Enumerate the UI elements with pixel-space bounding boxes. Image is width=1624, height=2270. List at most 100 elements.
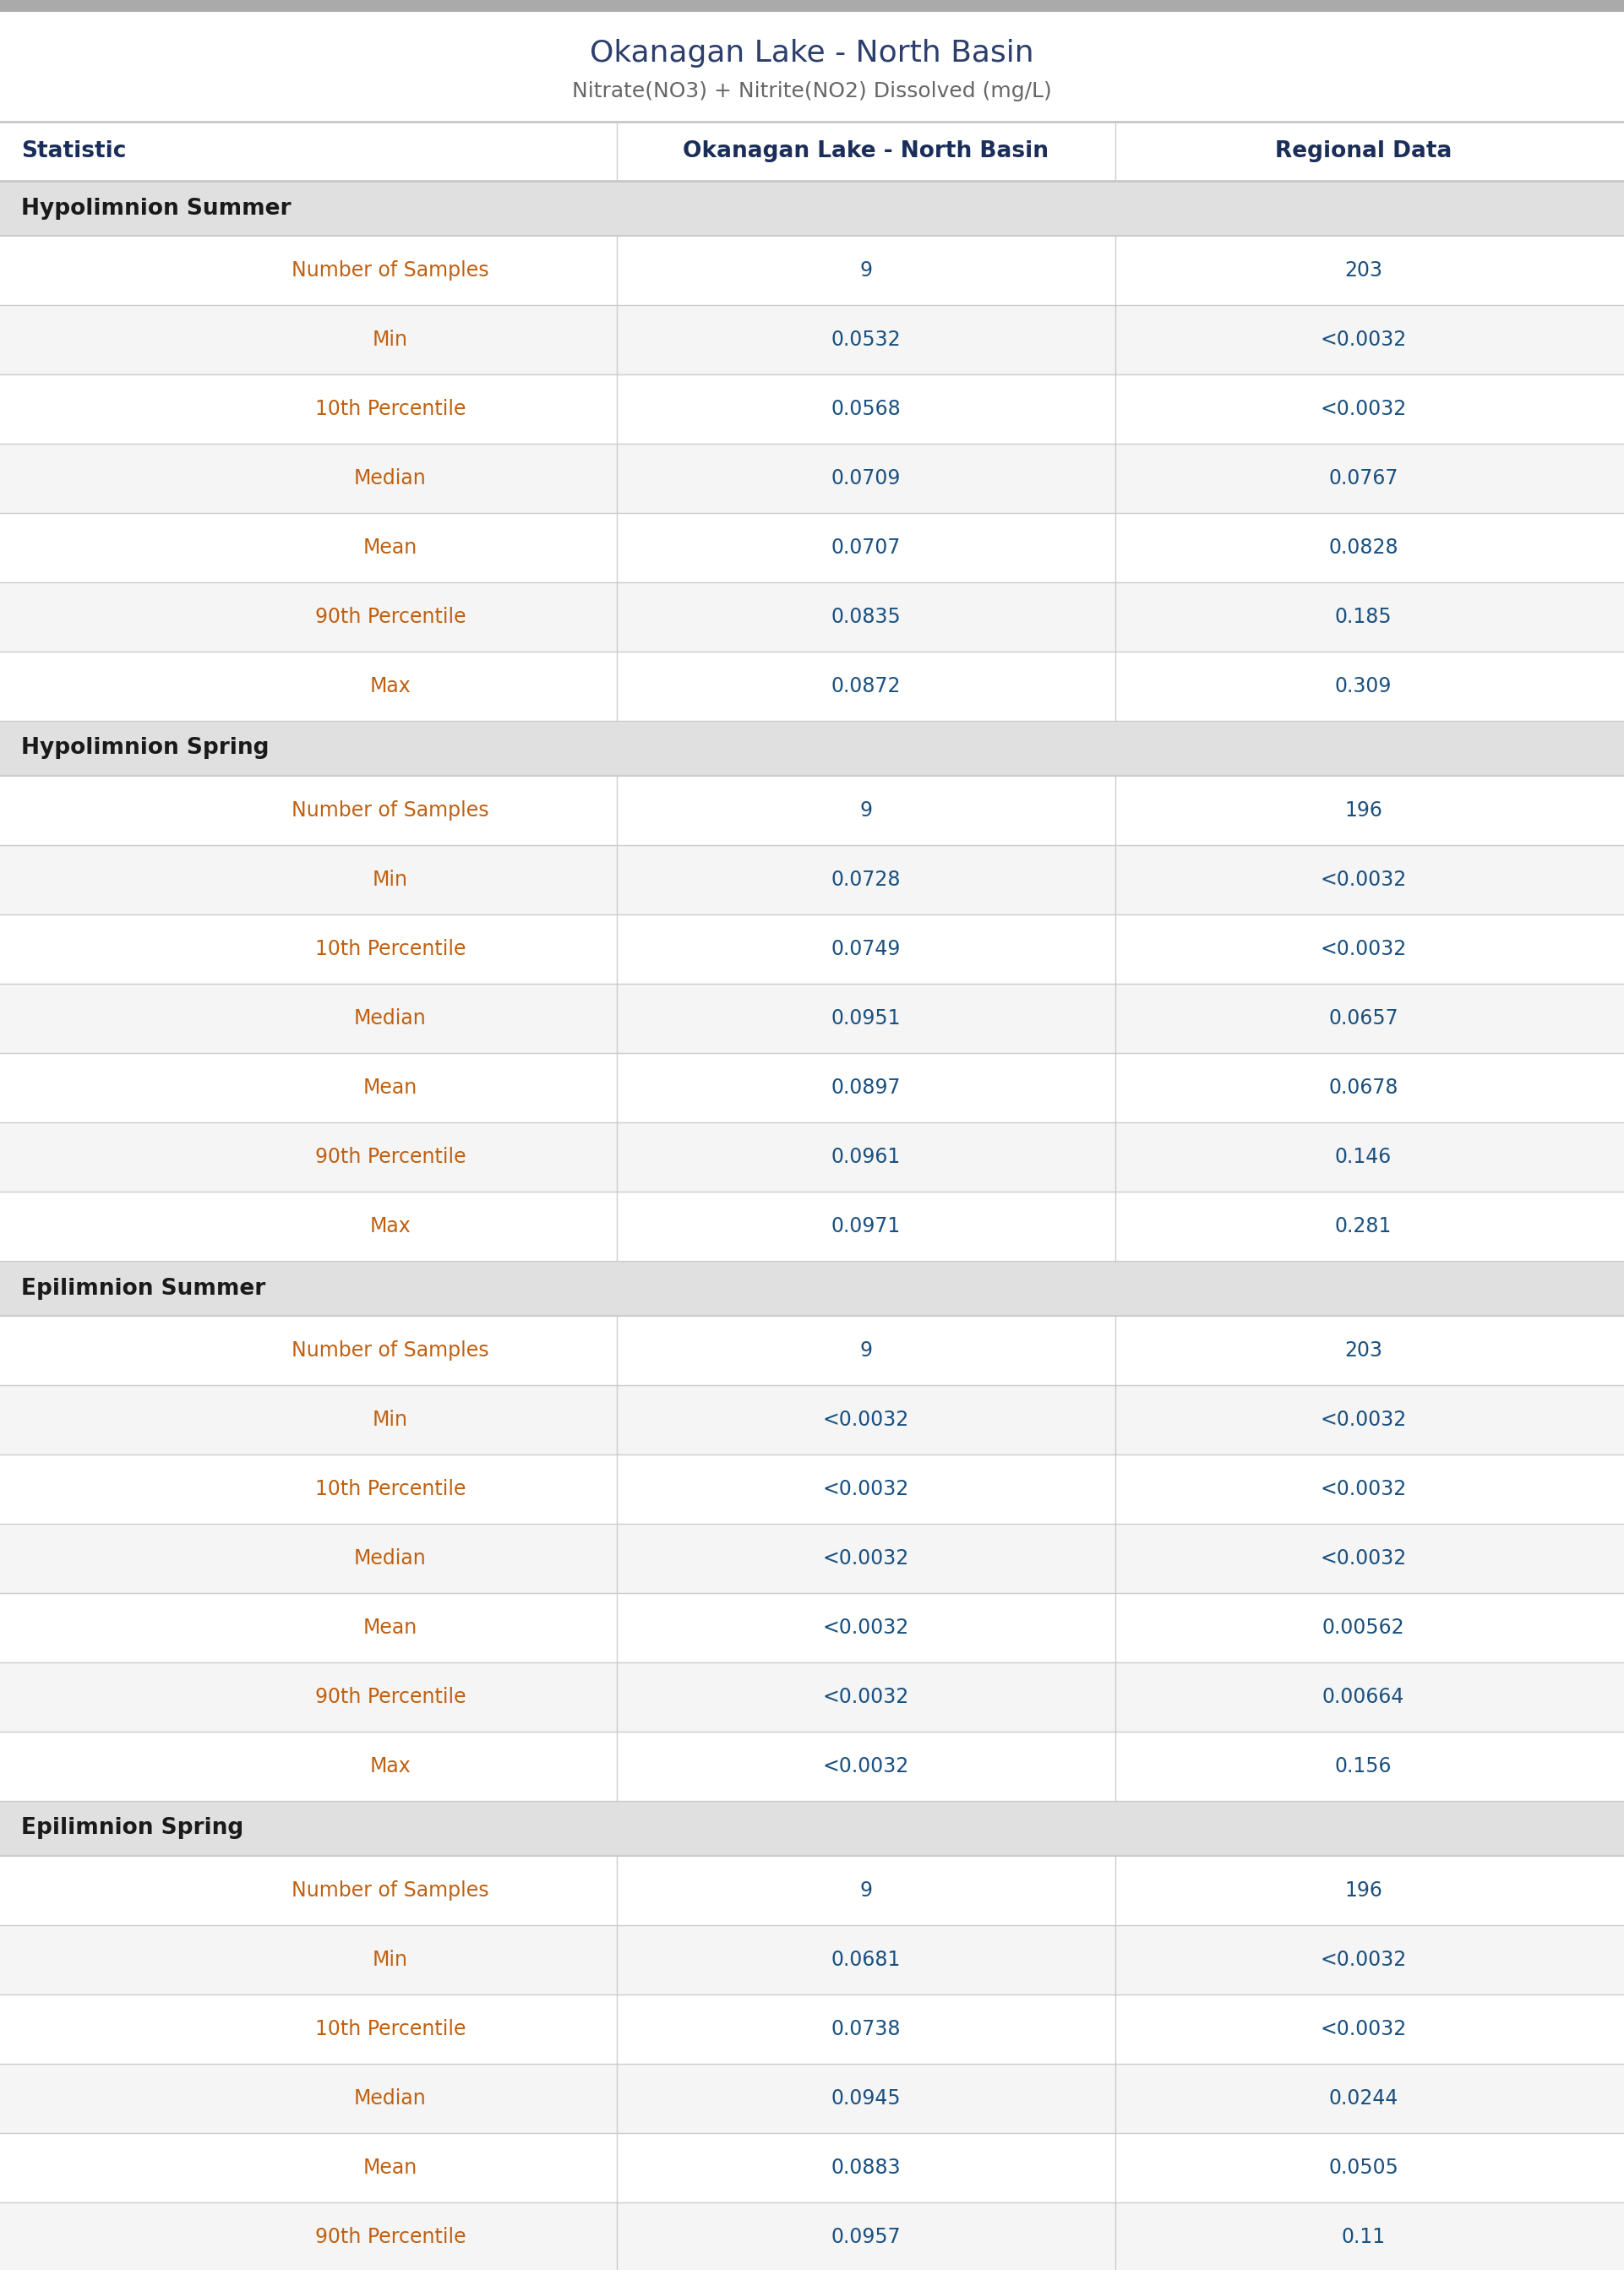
- Text: <0.0032: <0.0032: [1320, 1548, 1406, 1569]
- Text: 0.0657: 0.0657: [1328, 1008, 1398, 1028]
- Bar: [0, 1192, 1624, 1260]
- Bar: [0, 1121, 1624, 1192]
- Text: 0.0828: 0.0828: [1328, 538, 1398, 558]
- Text: Okanagan Lake - North Basin: Okanagan Lake - North Basin: [590, 39, 1034, 68]
- Text: Hypolimnion Spring: Hypolimnion Spring: [21, 738, 270, 760]
- Text: Okanagan Lake - North Basin: Okanagan Lake - North Basin: [684, 141, 1049, 161]
- Text: <0.0032: <0.0032: [1320, 940, 1406, 960]
- Bar: [0, 1995, 1624, 2063]
- Text: 0.0872: 0.0872: [831, 676, 901, 697]
- Bar: [0, 1732, 1624, 1800]
- Text: Median: Median: [354, 468, 427, 488]
- Text: 0.0961: 0.0961: [831, 1146, 901, 1167]
- Text: Number of Samples: Number of Samples: [292, 261, 489, 281]
- Text: 0.0707: 0.0707: [831, 538, 901, 558]
- Text: Hypolimnion Summer: Hypolimnion Summer: [21, 197, 291, 220]
- Bar: [0, 1857, 1624, 1925]
- Bar: [0, 0, 1624, 11]
- Text: Min: Min: [372, 1950, 408, 1970]
- Text: 0.0244: 0.0244: [1328, 2088, 1398, 2109]
- Text: 0.0835: 0.0835: [831, 606, 901, 627]
- Text: 9: 9: [859, 261, 872, 281]
- Text: 0.0971: 0.0971: [831, 1217, 901, 1237]
- Text: Min: Min: [372, 329, 408, 350]
- Text: Mean: Mean: [364, 1619, 417, 1639]
- Text: <0.0032: <0.0032: [1320, 1950, 1406, 1970]
- Text: 0.0951: 0.0951: [831, 1008, 901, 1028]
- Bar: [0, 2134, 1624, 2202]
- Text: Statistic: Statistic: [21, 141, 127, 161]
- Text: 0.281: 0.281: [1335, 1217, 1392, 1237]
- Text: <0.0032: <0.0032: [1320, 1480, 1406, 1498]
- Text: Nitrate(NO3) + Nitrite(NO2) Dissolved (mg/L): Nitrate(NO3) + Nitrite(NO2) Dissolved (m…: [572, 82, 1052, 102]
- Text: 0.0681: 0.0681: [831, 1950, 901, 1970]
- Text: 0.0767: 0.0767: [1328, 468, 1398, 488]
- Bar: [0, 1053, 1624, 1121]
- Text: 0.0568: 0.0568: [831, 400, 901, 420]
- Text: <0.0032: <0.0032: [823, 1548, 909, 1569]
- Text: 0.146: 0.146: [1335, 1146, 1392, 1167]
- Text: Min: Min: [372, 869, 408, 890]
- Bar: [0, 513, 1624, 583]
- Text: Median: Median: [354, 1548, 427, 1569]
- Text: <0.0032: <0.0032: [823, 1687, 909, 1707]
- Text: 10th Percentile: 10th Percentile: [315, 1480, 466, 1498]
- Text: 0.156: 0.156: [1335, 1757, 1392, 1777]
- Text: 0.309: 0.309: [1335, 676, 1392, 697]
- Text: Max: Max: [370, 1217, 411, 1237]
- Text: 90th Percentile: 90th Percentile: [315, 606, 466, 627]
- Text: 10th Percentile: 10th Percentile: [315, 940, 466, 960]
- Text: <0.0032: <0.0032: [1320, 329, 1406, 350]
- Text: 0.0709: 0.0709: [831, 468, 901, 488]
- Bar: [0, 304, 1624, 375]
- Bar: [0, 1523, 1624, 1594]
- Bar: [0, 123, 1624, 182]
- Bar: [0, 1594, 1624, 1662]
- Text: 0.0945: 0.0945: [831, 2088, 901, 2109]
- Text: Median: Median: [354, 1008, 427, 1028]
- Bar: [0, 182, 1624, 236]
- Bar: [0, 915, 1624, 983]
- Text: 0.0957: 0.0957: [831, 2227, 901, 2247]
- Bar: [0, 1800, 1624, 1857]
- Text: Mean: Mean: [364, 538, 417, 558]
- Text: Max: Max: [370, 676, 411, 697]
- Bar: [0, 1317, 1624, 1385]
- Text: Regional Data: Regional Data: [1275, 141, 1452, 161]
- Text: <0.0032: <0.0032: [1320, 1410, 1406, 1430]
- Bar: [0, 2063, 1624, 2134]
- Text: 0.0897: 0.0897: [831, 1078, 901, 1099]
- Bar: [0, 1385, 1624, 1455]
- Text: Epilimnion Summer: Epilimnion Summer: [21, 1278, 266, 1298]
- Text: Median: Median: [354, 2088, 427, 2109]
- Bar: [0, 443, 1624, 513]
- Text: 90th Percentile: 90th Percentile: [315, 1687, 466, 1707]
- Bar: [0, 651, 1624, 722]
- Text: 9: 9: [859, 801, 872, 822]
- Text: Mean: Mean: [364, 1078, 417, 1099]
- Bar: [0, 844, 1624, 915]
- Bar: [0, 722, 1624, 776]
- Bar: [0, 375, 1624, 443]
- Text: Epilimnion Spring: Epilimnion Spring: [21, 1818, 244, 1839]
- Bar: [0, 236, 1624, 304]
- Text: Max: Max: [370, 1757, 411, 1777]
- Text: 0.0749: 0.0749: [831, 940, 901, 960]
- Text: 203: 203: [1345, 1339, 1382, 1360]
- Text: 10th Percentile: 10th Percentile: [315, 2018, 466, 2038]
- Text: 0.00562: 0.00562: [1322, 1619, 1405, 1639]
- Text: <0.0032: <0.0032: [823, 1480, 909, 1498]
- Text: <0.0032: <0.0032: [1320, 2018, 1406, 2038]
- Text: 203: 203: [1345, 261, 1382, 281]
- Text: <0.0032: <0.0032: [823, 1757, 909, 1777]
- Text: 0.0505: 0.0505: [1328, 2156, 1398, 2177]
- Bar: [0, 583, 1624, 651]
- Bar: [0, 1925, 1624, 1995]
- Text: 0.00664: 0.00664: [1322, 1687, 1405, 1707]
- Text: <0.0032: <0.0032: [1320, 400, 1406, 420]
- Text: Mean: Mean: [364, 2156, 417, 2177]
- Text: 0.0883: 0.0883: [831, 2156, 901, 2177]
- Text: 0.0738: 0.0738: [831, 2018, 901, 2038]
- Text: 0.185: 0.185: [1335, 606, 1392, 627]
- Text: Number of Samples: Number of Samples: [292, 1880, 489, 1900]
